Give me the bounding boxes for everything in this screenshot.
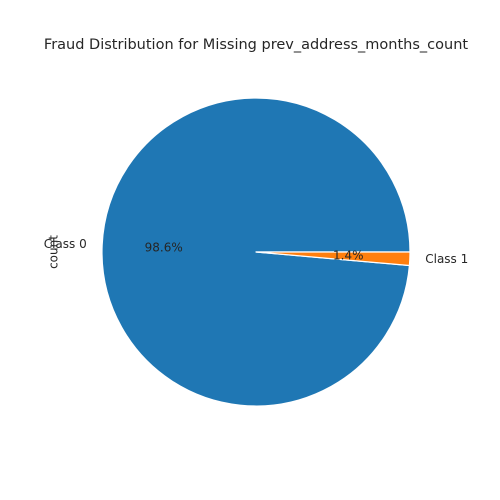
- pie-slice-class-1: [255, 251, 411, 267]
- pie-slices: [101, 97, 411, 407]
- chart-title: Fraud Distribution for Missing prev_addr…: [43, 37, 469, 53]
- slice-label-class-0: Class 0: [44, 237, 87, 251]
- percent-label-class-1: 1.4%: [333, 249, 364, 263]
- percent-label-class-0: 98.6%: [145, 240, 183, 254]
- pie-labels: Class 0 98.6% Class 1 1.4%: [44, 237, 469, 266]
- y-axis-label: count: [47, 235, 61, 269]
- slice-label-class-1: Class 1: [425, 252, 468, 266]
